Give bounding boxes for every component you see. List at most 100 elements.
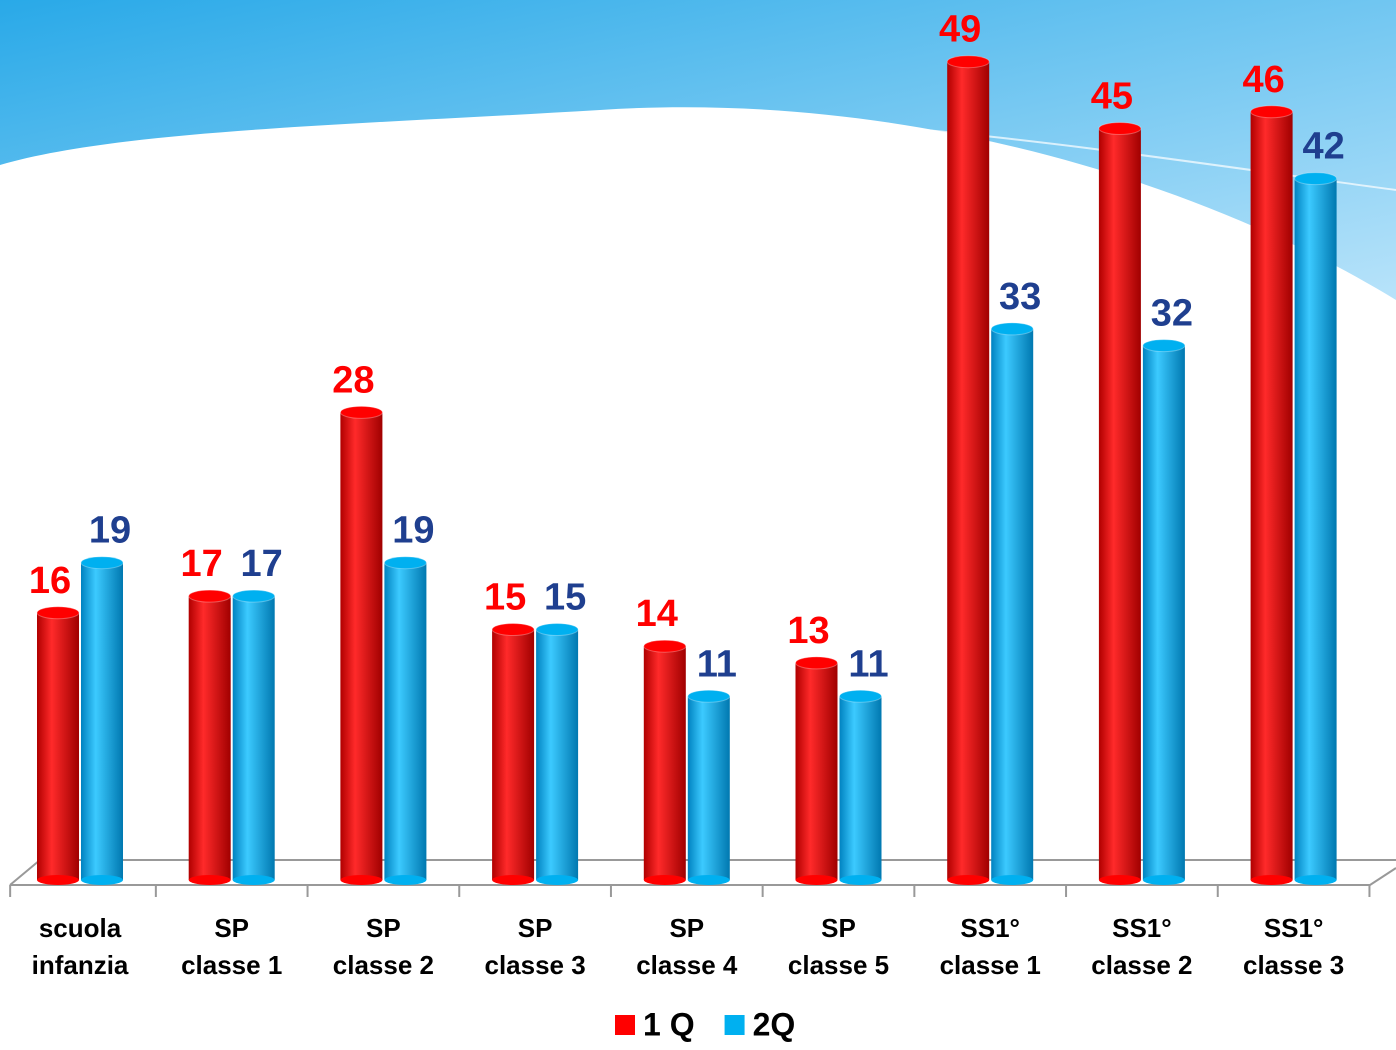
bar-base [1142, 875, 1185, 885]
bar-cap [643, 639, 687, 653]
bar [687, 689, 731, 885]
bar-base [536, 875, 579, 885]
bar-cap [1098, 122, 1142, 135]
value-label: 13 [787, 610, 829, 652]
bar-base [991, 875, 1034, 885]
x-tick-label: SS1° classe 2 [1091, 913, 1193, 980]
background-wave [0, 0, 1396, 300]
bar [80, 556, 124, 885]
bar-base [643, 875, 686, 885]
bar-base [384, 875, 427, 885]
bar-cap [1250, 105, 1294, 119]
value-label: 16 [29, 560, 71, 602]
bar-base [1098, 875, 1141, 885]
bar-body [492, 629, 535, 880]
value-label: 11 [697, 643, 737, 685]
x-ticks [9, 885, 1371, 897]
bar [188, 589, 232, 885]
value-label: 45 [1091, 76, 1133, 118]
value-label: 33 [999, 276, 1041, 318]
bar-body [81, 562, 123, 880]
bar-cap [535, 623, 579, 636]
bar-cap [946, 55, 990, 69]
bar [1294, 172, 1338, 885]
bar-body [1294, 178, 1337, 881]
bars [36, 55, 1338, 885]
x-tick-label: SP classe 2 [332, 913, 434, 980]
value-label: 17 [241, 543, 283, 585]
bar-base [81, 875, 123, 885]
x-tick-label: SP classe 3 [484, 913, 586, 980]
bar-body [1142, 345, 1185, 881]
legend-swatch [615, 1015, 635, 1035]
value-label: 42 [1302, 126, 1344, 168]
value-label: 15 [544, 577, 586, 619]
bar-body [1098, 128, 1141, 880]
bar-body [1250, 111, 1293, 881]
bar-body [947, 61, 990, 880]
value-label: 15 [484, 577, 526, 619]
bar [491, 623, 535, 885]
bar-body [536, 629, 579, 880]
bar-base [188, 875, 231, 885]
bar-cap [36, 606, 80, 620]
bar-cap [990, 322, 1034, 336]
bar-base [795, 875, 838, 885]
bar [232, 589, 276, 885]
bar-base [340, 875, 383, 885]
value-label: 46 [1242, 59, 1284, 101]
x-tick-label: scuola infanzia [31, 913, 129, 980]
value-labels: 16 17 28 15 14 13 49 45 46 19 17 19 15 11 11 33 32 42 [29, 9, 1345, 686]
bar-cap [687, 689, 731, 703]
bar-body [839, 696, 882, 880]
legend-label: 2Q [753, 1006, 796, 1042]
bar-body [384, 562, 427, 880]
value-label: 11 [848, 643, 888, 685]
bar [946, 55, 990, 885]
x-tick-label: SP classe 4 [636, 913, 738, 980]
bar [1250, 105, 1294, 885]
bar-body [232, 596, 275, 880]
bar [1098, 122, 1142, 885]
bar-base [492, 875, 535, 885]
bar-cap [232, 589, 276, 603]
bar-cap [383, 556, 427, 570]
bar-base [947, 875, 990, 885]
bar [795, 656, 838, 885]
bar-body [991, 328, 1034, 880]
bar [990, 322, 1034, 885]
bar-cap [80, 556, 124, 570]
bar-body [687, 696, 730, 880]
bar-cap [1142, 339, 1186, 353]
value-label: 32 [1151, 293, 1193, 335]
legend: 1 Q 2Q [615, 1006, 795, 1042]
bar [535, 623, 579, 885]
x-tick-label: SS1° classe 1 [939, 913, 1041, 980]
bar [36, 606, 80, 885]
value-label: 49 [939, 9, 981, 51]
bar [383, 556, 427, 885]
bar-cap [795, 656, 838, 670]
legend-label: 1 Q [643, 1006, 695, 1042]
bar-base [232, 875, 275, 885]
x-tick-label: SP classe 1 [181, 913, 283, 980]
bar-cap [839, 689, 882, 703]
bar-cap [1294, 172, 1338, 186]
bar-cap [491, 623, 535, 636]
bar [839, 689, 882, 885]
bar-base [839, 875, 882, 885]
value-label: 14 [636, 593, 678, 635]
bar [1142, 339, 1186, 885]
bar [339, 405, 383, 885]
bar-body [643, 646, 686, 880]
bar-base [37, 875, 79, 885]
bar-base [1294, 875, 1337, 885]
value-label: 17 [181, 543, 223, 585]
bar-body [340, 412, 383, 880]
bar-body [188, 596, 231, 880]
bar-body [37, 612, 79, 880]
value-label: 19 [89, 510, 131, 552]
x-tick-label: SP classe 5 [787, 913, 890, 980]
